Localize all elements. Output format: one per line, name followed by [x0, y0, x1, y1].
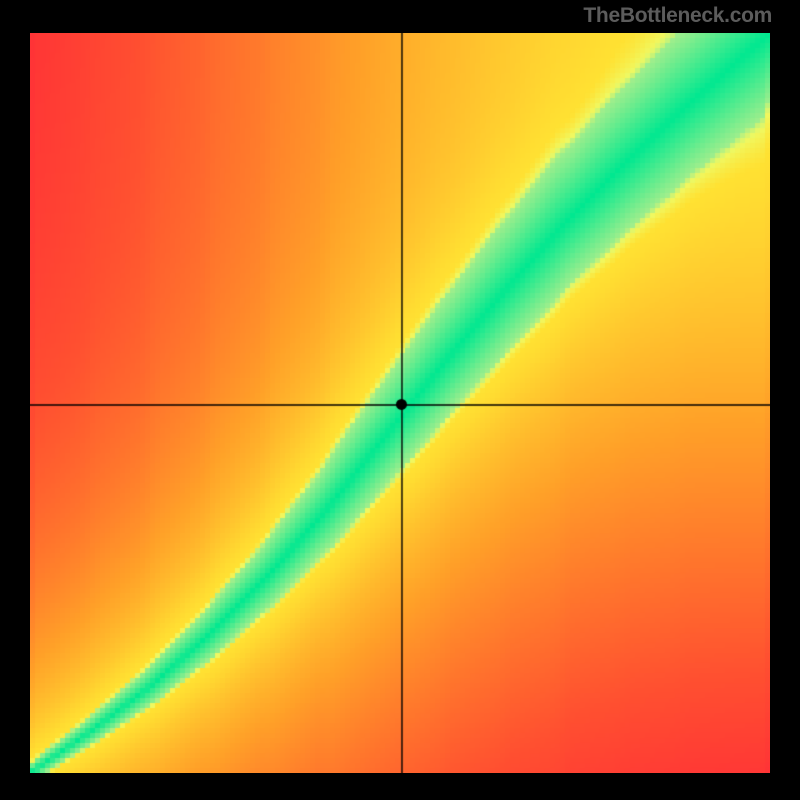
chart-container: TheBottleneck.com — [0, 0, 800, 800]
watermark-text: TheBottleneck.com — [583, 4, 772, 28]
heatmap-canvas — [30, 33, 770, 773]
